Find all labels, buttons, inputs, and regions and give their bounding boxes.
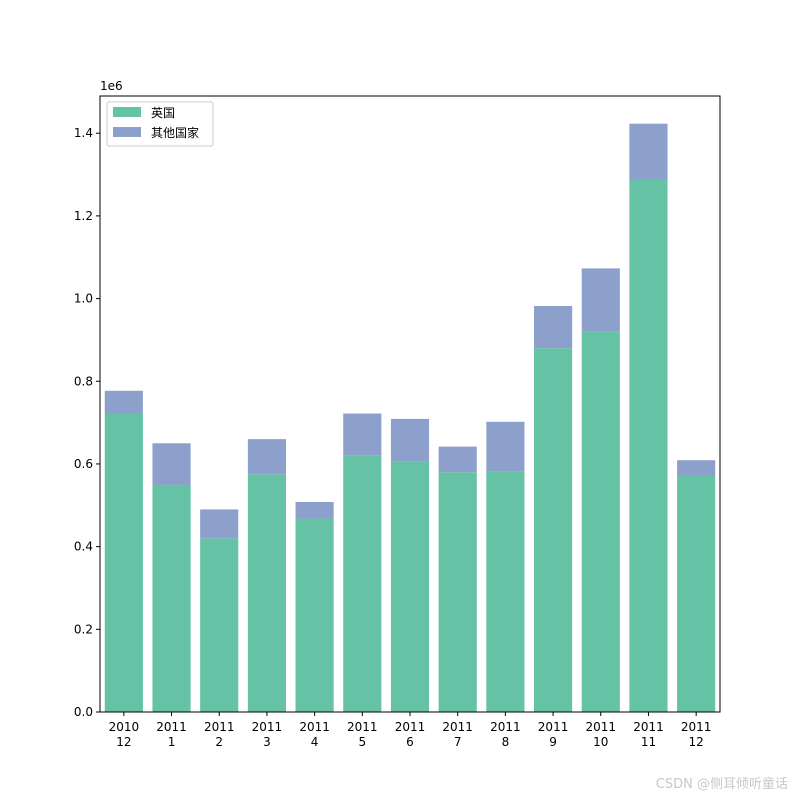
x-tick-label-month: 6 [406, 735, 414, 749]
y-scale-label: 1e6 [100, 79, 123, 93]
bar-other-0 [104, 390, 143, 414]
bar-other-12 [677, 460, 716, 476]
x-tick-label-year: 2011 [395, 720, 426, 734]
bar-uk-11 [629, 179, 668, 712]
y-tick-label: 1.0 [74, 292, 93, 306]
bar-uk-10 [581, 331, 620, 712]
bar-uk-6 [390, 461, 430, 712]
watermark: CSDN @侧耳倾听童话 [655, 777, 788, 792]
bar-uk-8 [486, 471, 525, 712]
x-tick-label-year: 2011 [538, 720, 569, 734]
y-tick-label: 0.8 [74, 374, 93, 388]
bar-uk-2 [200, 538, 239, 712]
x-tick-label-year: 2011 [633, 720, 664, 734]
bar-other-5 [343, 413, 382, 456]
x-tick-label-month: 1 [168, 735, 176, 749]
x-tick-label-month: 7 [454, 735, 462, 749]
bar-other-4 [295, 501, 334, 519]
x-tick-label-month: 2 [215, 735, 223, 749]
x-tick-label-year: 2011 [204, 720, 235, 734]
x-tick-label-month: 12 [689, 735, 704, 749]
x-tick-label-year: 2011 [681, 720, 712, 734]
bar-other-10 [581, 268, 620, 332]
y-tick-label: 1.4 [74, 126, 93, 140]
x-tick-label-year: 2011 [299, 720, 330, 734]
y-tick-label: 0.0 [74, 705, 93, 719]
bar-other-6 [390, 418, 430, 462]
legend-swatch [113, 127, 141, 137]
x-tick-label-month: 8 [502, 735, 510, 749]
y-tick-label: 0.6 [74, 457, 93, 471]
x-tick-label-year: 2011 [252, 720, 283, 734]
x-axis: 2010122011120112201132011420115201162011… [109, 712, 712, 749]
bar-other-11 [629, 123, 668, 180]
bar-uk-12 [677, 475, 716, 712]
bar-other-8 [486, 421, 525, 472]
x-tick-label-month: 9 [549, 735, 557, 749]
bar-uk-0 [104, 413, 143, 712]
x-tick-label-year: 2011 [585, 720, 616, 734]
x-tick-label-month: 11 [641, 735, 656, 749]
y-tick-label: 1.2 [74, 209, 93, 223]
x-tick-label-year: 2010 [109, 720, 140, 734]
x-tick-label-year: 2011 [156, 720, 187, 734]
bar-other-1 [152, 443, 191, 486]
y-tick-label: 0.2 [74, 622, 93, 636]
bar-uk-9 [534, 348, 573, 712]
x-tick-label-year: 2011 [442, 720, 473, 734]
x-tick-label-year: 2011 [347, 720, 378, 734]
x-tick-label-month: 3 [263, 735, 271, 749]
legend-label: 其他国家 [151, 125, 199, 140]
bar-uk-3 [247, 474, 286, 712]
x-tick-label-year: 2011 [490, 720, 521, 734]
x-tick-label-month: 4 [311, 735, 319, 749]
x-tick-label-month: 5 [358, 735, 366, 749]
bar-other-3 [247, 439, 286, 475]
legend-label: 英国 [151, 106, 175, 120]
bar-uk-4 [295, 518, 334, 712]
bar-uk-1 [152, 485, 191, 712]
bar-other-9 [534, 306, 573, 349]
bar-other-2 [200, 509, 239, 539]
y-axis: 0.0 0.2 0.4 0.6 0.8 1.0 1.2 1.4 [74, 126, 100, 719]
bar-other-7 [438, 446, 477, 473]
bars-layer [104, 123, 716, 712]
bar-uk-5 [343, 455, 382, 712]
y-tick-label: 0.4 [74, 540, 93, 554]
x-tick-label-month: 10 [593, 735, 608, 749]
bar-uk-7 [438, 472, 477, 712]
legend-swatch [113, 107, 141, 117]
x-tick-label-month: 12 [116, 735, 131, 749]
